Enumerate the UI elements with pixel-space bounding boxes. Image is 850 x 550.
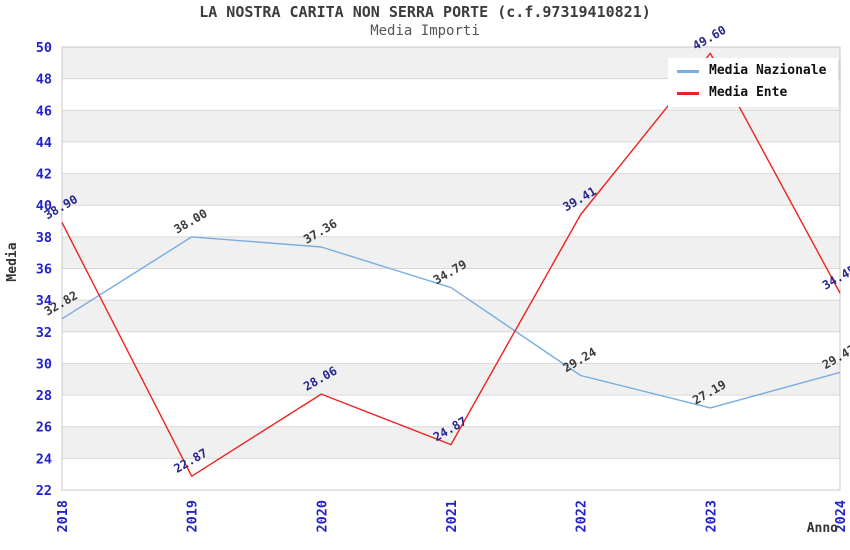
plot-band bbox=[62, 426, 840, 459]
legend-item-media-ente: Media Ente bbox=[677, 86, 826, 100]
y-tick-label: 50 bbox=[36, 40, 52, 56]
plot-band bbox=[62, 205, 840, 237]
y-axis-title: Media bbox=[5, 242, 20, 281]
plot-band bbox=[62, 331, 840, 364]
y-tick-label: 28 bbox=[36, 388, 52, 404]
chart-subtitle: Media Importi bbox=[370, 23, 480, 39]
plot-area: 22 24 26 28 30 32 34 36 38 40 42 44 46 48 50 2018 2019 20… bbox=[36, 23, 850, 533]
series-line-media-ente bbox=[61, 52, 841, 477]
y-tick-label: 36 bbox=[36, 262, 52, 278]
x-tick-label: 2020 bbox=[314, 500, 330, 533]
y-tick-label: 40 bbox=[36, 198, 52, 214]
plot-border bbox=[61, 46, 841, 491]
y-tick-label: 38 bbox=[36, 230, 52, 246]
plot-band bbox=[62, 173, 840, 206]
plot-band bbox=[62, 268, 840, 301]
x-tick-label: 2018 bbox=[55, 500, 71, 533]
legend-swatch-media-nazionale bbox=[677, 69, 699, 73]
y-tick-label: 42 bbox=[36, 167, 52, 183]
x-tick-label: 2021 bbox=[444, 500, 460, 533]
y-tick-label: 34 bbox=[36, 293, 52, 309]
plot-band bbox=[62, 110, 840, 142]
y-tick-label: 24 bbox=[36, 451, 52, 467]
y-tick-label: 44 bbox=[36, 135, 52, 151]
legend-item-media-nazionale: Media Nazionale bbox=[677, 64, 826, 78]
x-axis-title: Anno bbox=[807, 521, 838, 536]
legend-label-media-ente: Media Ente bbox=[709, 85, 788, 100]
plot-band bbox=[62, 458, 840, 490]
plot-band bbox=[62, 141, 840, 174]
legend: Media Nazionale Media Ente bbox=[668, 58, 839, 107]
series-line-media-nazionale bbox=[61, 236, 841, 409]
x-tick-label: 2023 bbox=[703, 500, 719, 533]
y-tick-label: 32 bbox=[36, 325, 52, 341]
y-tick-label: 30 bbox=[36, 356, 52, 372]
x-tick-label: 2024 bbox=[833, 500, 849, 533]
y-tick-label: 26 bbox=[36, 420, 52, 436]
legend-swatch-media-ente bbox=[677, 91, 699, 95]
legend-label-media-nazionale: Media Nazionale bbox=[709, 63, 827, 78]
y-tick-label: 46 bbox=[36, 103, 52, 119]
chart-title: LA NOSTRA CARITA NON SERRA PORTE (c.f.97… bbox=[199, 3, 651, 21]
x-tick-label: 2022 bbox=[574, 500, 590, 533]
y-tick-label: 48 bbox=[36, 72, 52, 88]
y-tick-label: 22 bbox=[36, 483, 52, 499]
plot-band bbox=[62, 395, 840, 427]
plot-band bbox=[62, 236, 840, 269]
plot-band bbox=[62, 300, 840, 332]
x-tick-label: 2019 bbox=[185, 500, 201, 533]
plot-band bbox=[62, 363, 840, 396]
